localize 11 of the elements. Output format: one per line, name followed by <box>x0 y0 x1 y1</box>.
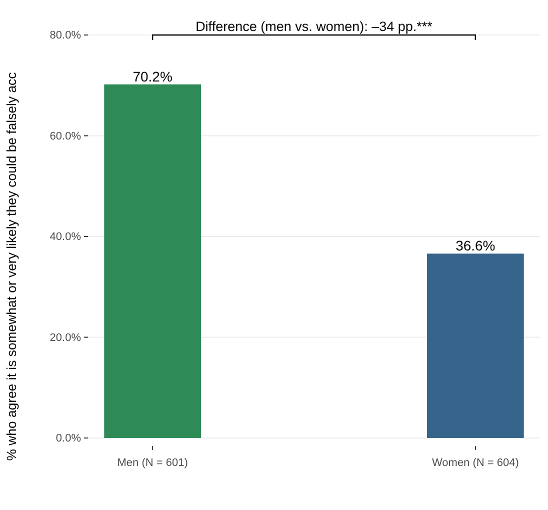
x-tick-label: Men (N = 601) <box>117 456 188 469</box>
y-tick-label: 20.0% <box>50 332 82 344</box>
y-axis-title: % who agree it is somewhat or very likely they could be falsely acc <box>4 72 19 461</box>
y-tick-label: 60.0% <box>50 130 82 142</box>
x-tick-label: Women (N = 604) <box>432 456 519 469</box>
text: Difference (men vs. women): –34 pp.*** <box>196 19 434 34</box>
y-tick-label: 40.0% <box>50 231 82 244</box>
data-label: 36.6% <box>456 238 496 254</box>
y-tick-label: 0.0% <box>56 432 82 445</box>
data-label: 70.2% <box>132 68 172 84</box>
y-tick-label: 80.0% <box>50 30 82 42</box>
